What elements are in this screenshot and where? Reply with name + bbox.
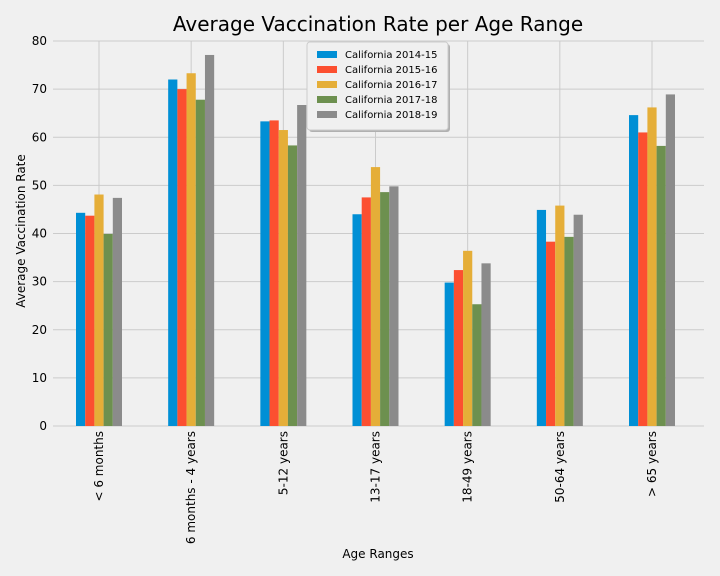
bar	[453, 270, 464, 426]
bar	[103, 233, 113, 426]
y-tick-label: 60	[32, 130, 47, 144]
legend-swatch	[317, 81, 337, 88]
legend-swatch	[317, 51, 337, 58]
legend-swatch	[317, 96, 337, 103]
bar	[555, 205, 565, 426]
bar	[94, 194, 104, 426]
bar	[186, 73, 196, 427]
x-tick-label: 18-49 years	[461, 431, 475, 503]
bar	[370, 167, 381, 426]
bar	[168, 79, 178, 426]
bar	[287, 145, 298, 426]
x-tick-label: < 6 months	[92, 431, 106, 502]
bar	[361, 197, 371, 426]
y-tick-labels: 0 10 20 30 40 50 60 70 80	[32, 34, 47, 433]
y-tick-label: 10	[32, 371, 47, 385]
legend-label: California 2014-15	[345, 50, 437, 61]
x-tick-label: 6 months - 4 years	[184, 431, 198, 544]
legend-label: California 2017-18	[345, 95, 437, 106]
bar	[380, 192, 390, 426]
x-tick-label: 13-17 years	[369, 431, 383, 503]
y-tick-label: 20	[32, 323, 47, 337]
bar	[260, 121, 270, 427]
bars	[76, 54, 675, 427]
bar	[204, 54, 215, 427]
bar	[76, 212, 86, 426]
bar	[536, 209, 547, 426]
y-tick-label: 80	[32, 34, 47, 48]
bar	[472, 304, 482, 426]
bar	[481, 263, 491, 426]
bar	[278, 130, 288, 426]
bar	[647, 107, 657, 426]
legend-swatch	[317, 111, 337, 118]
bar	[573, 214, 583, 426]
chart-title: Average Vaccination Rate per Age Range	[173, 12, 583, 36]
x-tick-label: 5-12 years	[276, 431, 290, 495]
bar	[463, 250, 473, 426]
bar	[656, 145, 666, 426]
bar	[444, 282, 454, 426]
bar	[629, 115, 639, 427]
bar	[85, 215, 95, 426]
bar	[297, 105, 307, 426]
y-tick-label: 70	[32, 82, 47, 96]
legend-swatch	[317, 66, 337, 73]
legend-label: California 2016-17	[345, 80, 437, 91]
y-tick-label: 0	[39, 419, 47, 433]
legend-box	[306, 41, 449, 131]
x-axis-label: Age Ranges	[342, 547, 413, 561]
legend-label: California 2018-19	[345, 110, 437, 121]
x-tick-label: > 65 years	[645, 431, 659, 497]
bar	[352, 214, 362, 426]
bar	[564, 236, 574, 426]
bar	[177, 89, 187, 426]
bar	[112, 197, 122, 426]
bar	[546, 241, 556, 426]
y-tick-label: 40	[32, 227, 47, 241]
x-tick-label: 50-64 years	[553, 431, 567, 503]
y-tick-label: 30	[32, 275, 47, 289]
bar	[665, 94, 675, 426]
bar	[389, 186, 399, 426]
bar	[269, 120, 279, 426]
x-tick-labels: < 6 months 6 months - 4 years 5-12 years 13…	[92, 431, 659, 544]
legend: California 2014-15 California 2015-16 Cali…	[306, 41, 450, 132]
bar	[195, 99, 205, 427]
y-tick-label: 50	[32, 178, 47, 192]
legend-label: California 2015-16	[345, 65, 437, 76]
y-axis-label: Average Vaccination Rate	[14, 154, 28, 308]
bar	[638, 132, 648, 426]
